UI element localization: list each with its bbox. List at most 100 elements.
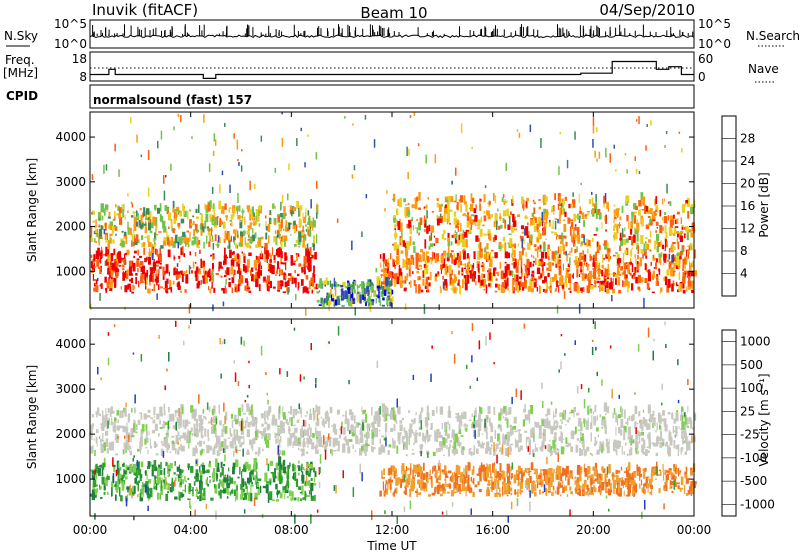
heatmap-cell: [95, 471, 97, 480]
heatmap-cell: [221, 206, 225, 214]
heatmap-cell: [504, 200, 508, 204]
heatmap-cell: [176, 268, 178, 274]
heatmap-cell: [341, 288, 344, 295]
heatmap-cell: [451, 432, 454, 439]
heatmap-cell: [554, 288, 557, 292]
heatmap-cell: [331, 283, 333, 290]
heatmap-cell: [519, 445, 523, 451]
heatmap-cell: [680, 428, 682, 431]
heatmap-cell: [95, 219, 97, 228]
heatmap-cell: [399, 420, 403, 424]
heatmap-cell: [593, 285, 596, 288]
heatmap-cell: [604, 473, 608, 478]
heatmap-cell: [563, 223, 567, 232]
heatmap-cell: [260, 135, 263, 142]
heatmap-cell: [657, 242, 661, 247]
heatmap-cell: [303, 286, 307, 293]
heatmap-cell: [655, 262, 657, 270]
heatmap-cell: [678, 271, 681, 281]
heatmap-cell: [281, 425, 283, 434]
heatmap-cell: [588, 279, 592, 286]
heatmap-cell: [173, 257, 176, 259]
heatmap-cell: [141, 424, 145, 432]
heatmap-cell: [279, 450, 282, 455]
heatmap-cell: [389, 483, 392, 490]
heatmap-cell: [196, 230, 199, 234]
heatmap-cell: [252, 476, 255, 481]
heatmap-cell: [90, 237, 94, 242]
heatmap-cell: [156, 255, 159, 257]
heatmap-cell: [618, 258, 622, 263]
heatmap-cell: [147, 187, 150, 197]
heatmap-cell: [498, 225, 501, 230]
heatmap-cell: [277, 472, 279, 482]
heatmap-cell: [200, 430, 203, 438]
heatmap-cell: [255, 278, 259, 288]
heatmap-cell: [611, 273, 614, 275]
heatmap-cell: [184, 480, 187, 483]
heatmap-cell: [260, 265, 263, 270]
heatmap-cell: [220, 266, 224, 269]
heatmap-cell: [417, 143, 420, 147]
heatmap-cell: [246, 416, 248, 423]
heatmap-cell: [130, 277, 133, 284]
heatmap-cell: [593, 270, 597, 279]
heatmap-cell: [208, 286, 210, 291]
heatmap-cell: [163, 237, 167, 244]
heatmap-cell: [403, 441, 406, 448]
heatmap-cell: [498, 440, 501, 446]
heatmap-cell: [504, 242, 507, 252]
heatmap-cell: [373, 291, 375, 296]
heatmap-cell: [408, 282, 410, 285]
heatmap-cell: [140, 224, 143, 230]
heatmap-cell: [301, 463, 303, 469]
heatmap-cell: [442, 263, 444, 269]
heatmap-cell: [315, 283, 319, 290]
heatmap-cell: [561, 284, 565, 289]
heatmap-cell: [580, 436, 584, 441]
heatmap-cell: [681, 148, 683, 153]
heatmap-cell: [130, 201, 133, 204]
heatmap-cell: [579, 215, 581, 219]
heatmap-cell: [286, 286, 289, 293]
heatmap-cell: [132, 491, 135, 496]
heatmap-cell: [280, 262, 284, 265]
heatmap-cell: [222, 441, 227, 450]
heatmap-cell: [307, 428, 310, 437]
heatmap-cell: [496, 492, 501, 495]
heatmap-cell: [690, 280, 694, 289]
heatmap-cell: [674, 270, 676, 273]
heatmap-cell: [658, 257, 661, 264]
heatmap-cell: [679, 470, 682, 473]
heatmap-cell: [399, 197, 402, 200]
heatmap-cell: [612, 289, 616, 294]
heatmap-cell: [407, 172, 409, 180]
heatmap-cell: [569, 280, 571, 289]
heatmap-cell: [439, 286, 441, 289]
heatmap-cell: [199, 249, 201, 254]
heatmap-cell: [411, 429, 413, 434]
heatmap-cell: [532, 263, 535, 267]
heatmap-cell: [542, 419, 544, 426]
heatmap-cell: [251, 481, 253, 485]
heatmap-cell: [689, 261, 691, 266]
heatmap-cell: [442, 250, 447, 256]
heatmap-cell: [603, 418, 606, 428]
heatmap-cell: [308, 229, 312, 237]
heatmap-cell: [130, 215, 134, 218]
heatmap-cell: [270, 219, 272, 224]
heatmap-cell: [258, 430, 261, 433]
heatmap-cell: [93, 279, 96, 282]
heatmap-cell: [309, 408, 312, 417]
heatmap-cell: [445, 199, 449, 203]
heatmap-cell: [596, 280, 600, 284]
heatmap-cell: [422, 432, 425, 442]
heatmap-cell: [116, 213, 120, 216]
heatmap-cell: [162, 275, 165, 280]
heatmap-cell: [685, 493, 689, 496]
heatmap-cell: [505, 434, 508, 440]
heatmap-cell: [230, 214, 234, 220]
heatmap-cell: [326, 292, 329, 296]
heatmap-cell: [494, 290, 498, 293]
heatmap-cell: [286, 486, 288, 490]
